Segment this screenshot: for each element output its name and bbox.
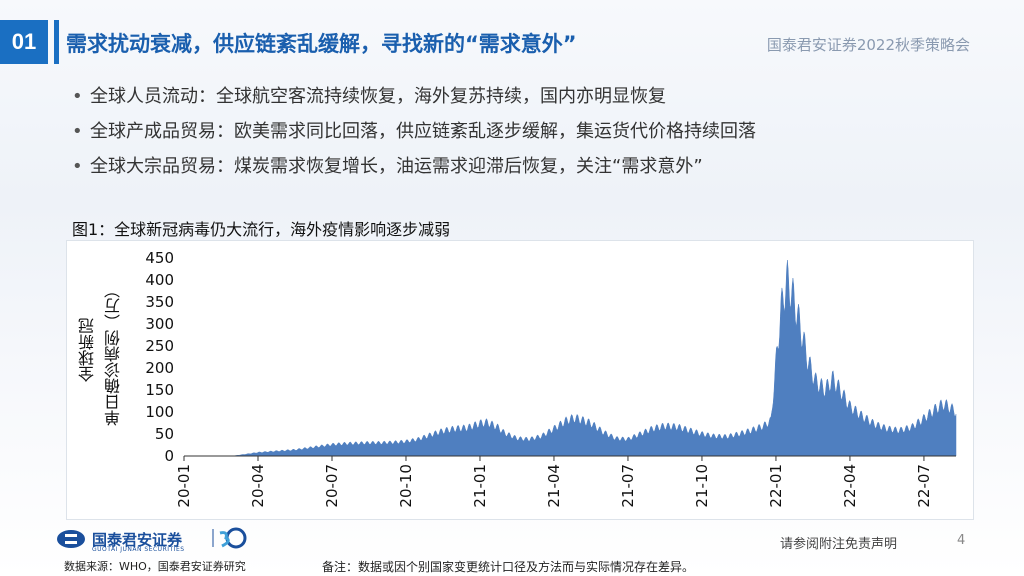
data-source: 数据来源：WHO，国泰君安证券研究 xyxy=(64,560,246,573)
title-accent-bar xyxy=(54,20,59,64)
y-tick-label: 450 xyxy=(145,249,174,267)
x-tick-label: 20-01 xyxy=(175,464,193,508)
chart-frame xyxy=(66,240,974,520)
y-tick-label: 100 xyxy=(145,403,174,421)
y-tick-label: 50 xyxy=(155,425,174,443)
bullet-item: • 全球产成品贸易：欧美需求同比回落，供应链紊乱逐步缓解，集运货代价格持续回落 xyxy=(72,119,756,154)
y-tick-label: 250 xyxy=(145,337,174,355)
page-title: 需求扰动衰减，供应链紊乱缓解，寻找新的“需求意外” xyxy=(66,32,577,56)
y-tick-label: 300 xyxy=(145,315,174,333)
x-tick-label: 21-04 xyxy=(545,464,563,508)
y-axis-label-line2: 单日确诊病例（万） xyxy=(104,282,123,426)
section-number-badge: 01 xyxy=(0,20,48,64)
x-tick-label: 21-10 xyxy=(693,464,711,508)
x-tick-label: 22-01 xyxy=(767,464,785,508)
y-tick-label: 400 xyxy=(145,271,174,289)
company-logo: 国泰君安证券 GUOTAI JUNAN SECURITIES xyxy=(56,529,244,553)
y-tick-label: 350 xyxy=(145,293,174,311)
x-tick-label: 20-04 xyxy=(249,464,267,508)
covid-cases-chart: 0 50 100 150 200 250 300 350 400 450 20-01 20-04 20-… xyxy=(145,249,957,508)
bullet-item: • 全球大宗品贸易：煤炭需求恢复增长，油运需求迎滞后恢复，关注“需求意外” xyxy=(72,154,756,189)
x-tick-label: 20-10 xyxy=(397,464,415,508)
anniversary-30-logo-icon xyxy=(212,527,247,549)
y-tick-label: 0 xyxy=(164,447,174,465)
x-tick-label: 21-07 xyxy=(619,464,637,508)
logo-english-name: GUOTAI JUNAN SECURITIES xyxy=(92,546,185,553)
company-logo-icon xyxy=(57,530,85,548)
bullet-dot-icon: • xyxy=(72,121,83,142)
footnote: 备注：数据或因个别国家变更统计口径及方法而与实际情况存在差异。 xyxy=(322,560,695,574)
bullet-item: • 全球人员流动：全球航空客流持续恢复，海外复苏持续，国内亦明显恢复 xyxy=(72,84,756,119)
bullet-dot-icon: • xyxy=(72,86,83,107)
disclaimer-link[interactable]: 请参阅附注免责声明 xyxy=(780,537,898,552)
page-number: 4 xyxy=(957,533,966,548)
conference-brand: 国泰君安证券2022秋季策略会 xyxy=(766,36,970,54)
x-tick-label: 22-04 xyxy=(841,464,859,508)
bullet-dot-icon: • xyxy=(72,156,83,177)
x-tick-label: 22-07 xyxy=(915,464,933,508)
cases-area-series xyxy=(184,260,957,457)
figure-title: 图1：全球新冠病毒仍大流行，海外疫情影响逐步减弱 xyxy=(72,220,451,239)
y-axis-label-line1: 全球新冠 xyxy=(78,318,97,382)
x-tick-label: 21-01 xyxy=(471,464,489,508)
x-tick-label: 20-07 xyxy=(323,464,341,508)
logo-chinese-name: 国泰君安证券 xyxy=(92,531,183,549)
y-tick-label: 150 xyxy=(145,381,174,399)
bullet-list: • 全球人员流动：全球航空客流持续恢复，海外复苏持续，国内亦明显恢复 • 全球产成品… xyxy=(72,84,756,189)
y-tick-label: 200 xyxy=(145,359,174,377)
